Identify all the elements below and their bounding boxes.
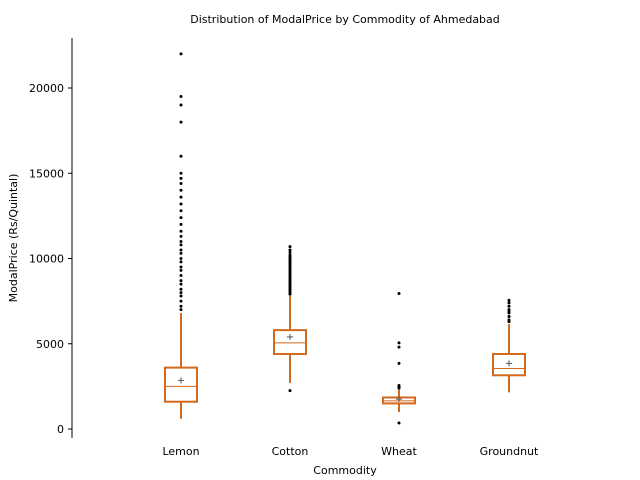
outlier-point — [179, 154, 183, 158]
x-tick-label: Wheat — [381, 445, 417, 458]
outlier-point — [397, 421, 401, 425]
box-groundnut — [492, 298, 526, 393]
outlier-point — [179, 260, 183, 264]
outlier-point — [179, 202, 183, 206]
outlier-point — [179, 299, 183, 303]
outlier-point — [179, 274, 183, 278]
outlier-point — [397, 361, 401, 365]
outlier-point — [179, 120, 183, 124]
outlier-point — [179, 304, 183, 308]
outlier-point — [179, 257, 183, 260]
box-cotton — [273, 245, 307, 393]
iqr-box — [273, 329, 307, 355]
iqr-box — [164, 366, 198, 403]
box-lemon — [164, 52, 198, 419]
box-wheat — [382, 291, 416, 425]
x-tick-label: Cotton — [272, 445, 309, 458]
outlier-point — [179, 308, 183, 312]
outlier-point — [179, 248, 183, 252]
outlier-point — [288, 251, 292, 255]
outlier-point — [179, 265, 183, 269]
outlier-point — [179, 103, 183, 107]
outlier-point — [179, 243, 183, 247]
y-axis-ticks: 0 5000 10000 15000 20000 — [29, 82, 72, 436]
outlier-point — [179, 188, 183, 192]
outlier-point — [179, 216, 183, 220]
outlier-point — [507, 298, 511, 302]
outlier-point — [179, 251, 183, 255]
chart-title: Distribution of ModalPrice by Commodity … — [190, 13, 500, 26]
outlier-point — [179, 282, 183, 286]
outlier-point — [397, 345, 401, 349]
y-axis-label: ModalPrice (Rs/Quintal) — [7, 174, 20, 303]
y-tick-label: 5000 — [36, 338, 64, 351]
outlier-point — [288, 253, 292, 257]
outlier-point — [179, 279, 183, 283]
outlier-point — [179, 287, 183, 291]
y-tick-label: 20000 — [29, 82, 64, 95]
outlier-point — [179, 195, 183, 199]
y-tick-label: 0 — [57, 423, 64, 436]
outlier-point — [179, 222, 183, 226]
outlier-point — [507, 318, 511, 322]
outlier-point — [179, 294, 183, 298]
iqr-box — [492, 352, 526, 377]
outlier-point — [179, 291, 183, 295]
outlier-point — [507, 314, 511, 318]
x-axis-label: Commodity — [313, 464, 377, 477]
outlier-point — [507, 308, 511, 312]
x-tick-label: Groundnut — [480, 445, 539, 458]
outlier-point — [507, 301, 511, 305]
outlier-point — [179, 229, 183, 233]
outlier-point — [397, 341, 401, 345]
outlier-point — [179, 52, 183, 56]
outlier-point — [507, 304, 511, 308]
outlier-point — [179, 234, 183, 238]
outlier-point — [179, 181, 183, 185]
outlier-point — [397, 291, 401, 295]
x-axis-ticks: Lemon Cotton Wheat Groundnut — [162, 445, 539, 458]
x-tick-label: Lemon — [162, 445, 199, 458]
outlier-point — [179, 171, 183, 175]
outlier-point — [288, 248, 292, 252]
outlier-point — [288, 245, 292, 249]
outlier-point — [288, 389, 292, 393]
outlier-point — [179, 176, 183, 180]
outlier-point — [179, 239, 183, 243]
outlier-point — [179, 209, 183, 213]
box-series — [164, 52, 526, 425]
y-tick-label: 15000 — [29, 167, 64, 180]
y-tick-label: 10000 — [29, 253, 64, 266]
outlier-point — [179, 268, 183, 272]
outlier-point — [397, 384, 401, 388]
outlier-point — [179, 95, 183, 99]
